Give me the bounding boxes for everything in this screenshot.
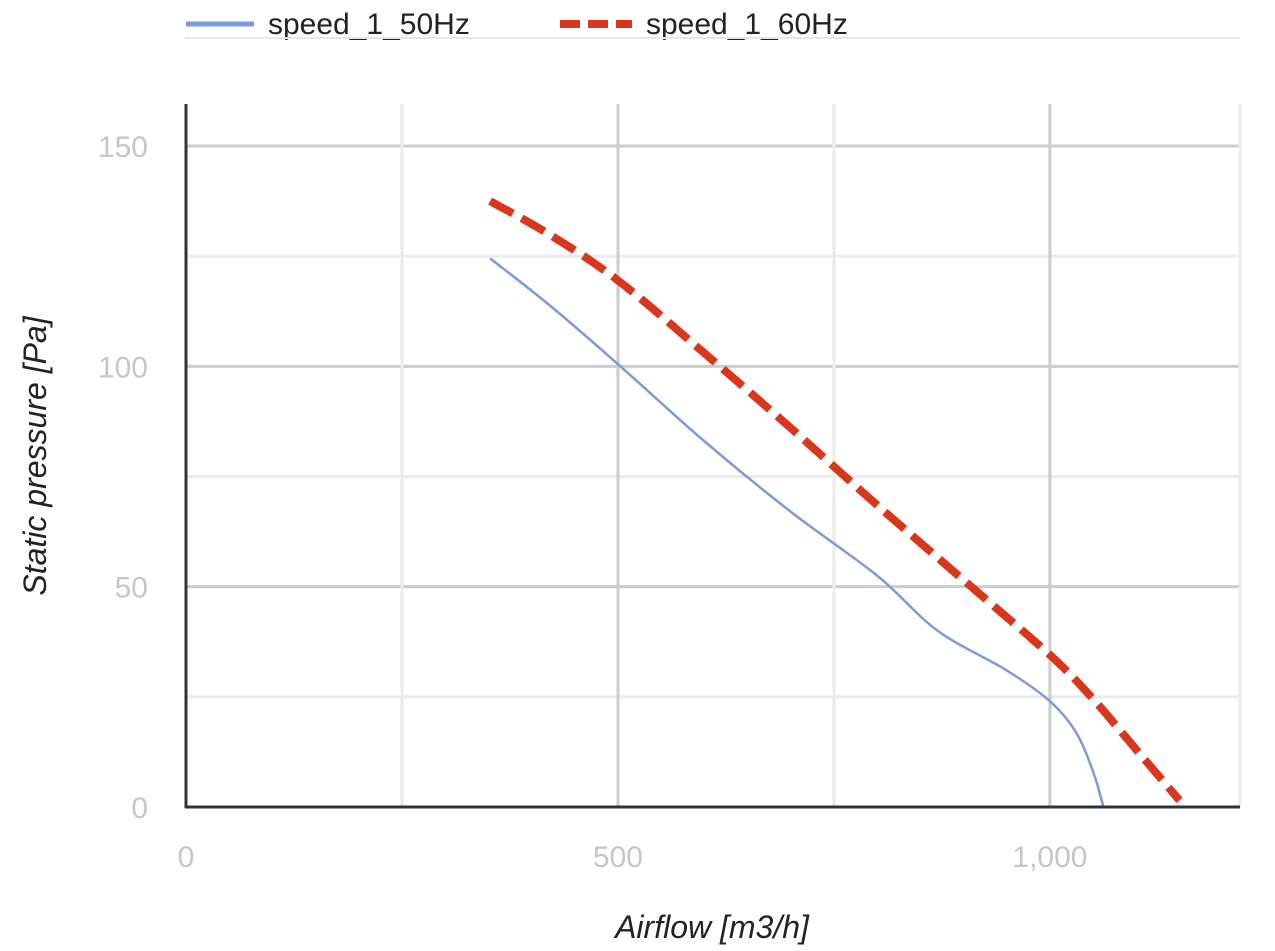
legend-label: speed_1_60Hz bbox=[646, 8, 848, 41]
legend-item: speed_1_60Hz bbox=[560, 8, 848, 41]
x-tick-label: 0 bbox=[178, 841, 195, 874]
y-tick-label: 0 bbox=[131, 792, 148, 825]
x-tick-label: 500 bbox=[593, 841, 643, 874]
legend-label: speed_1_50Hz bbox=[268, 8, 470, 41]
legend-item: speed_1_50Hz bbox=[186, 8, 470, 41]
series-line-speed_1_50Hz bbox=[489, 257, 1105, 808]
y-tick-label: 100 bbox=[98, 351, 148, 384]
y-axis-title: Static pressure [Pa] bbox=[17, 315, 53, 595]
x-tick-label: 1,000 bbox=[1012, 841, 1087, 874]
tick-labels: 0 50 100 150 0 500 1,000 bbox=[98, 131, 1088, 874]
axes bbox=[184, 104, 1240, 809]
y-tick-label: 50 bbox=[115, 572, 148, 605]
x-axis-title: Airflow [m3/h] bbox=[613, 909, 810, 945]
legend: speed_1_50Hz speed_1_60Hz bbox=[186, 8, 848, 41]
series-line-speed_1_60Hz bbox=[488, 197, 1183, 803]
series-group bbox=[488, 197, 1183, 808]
gridlines bbox=[184, 104, 1242, 809]
y-tick-label: 150 bbox=[98, 131, 148, 164]
